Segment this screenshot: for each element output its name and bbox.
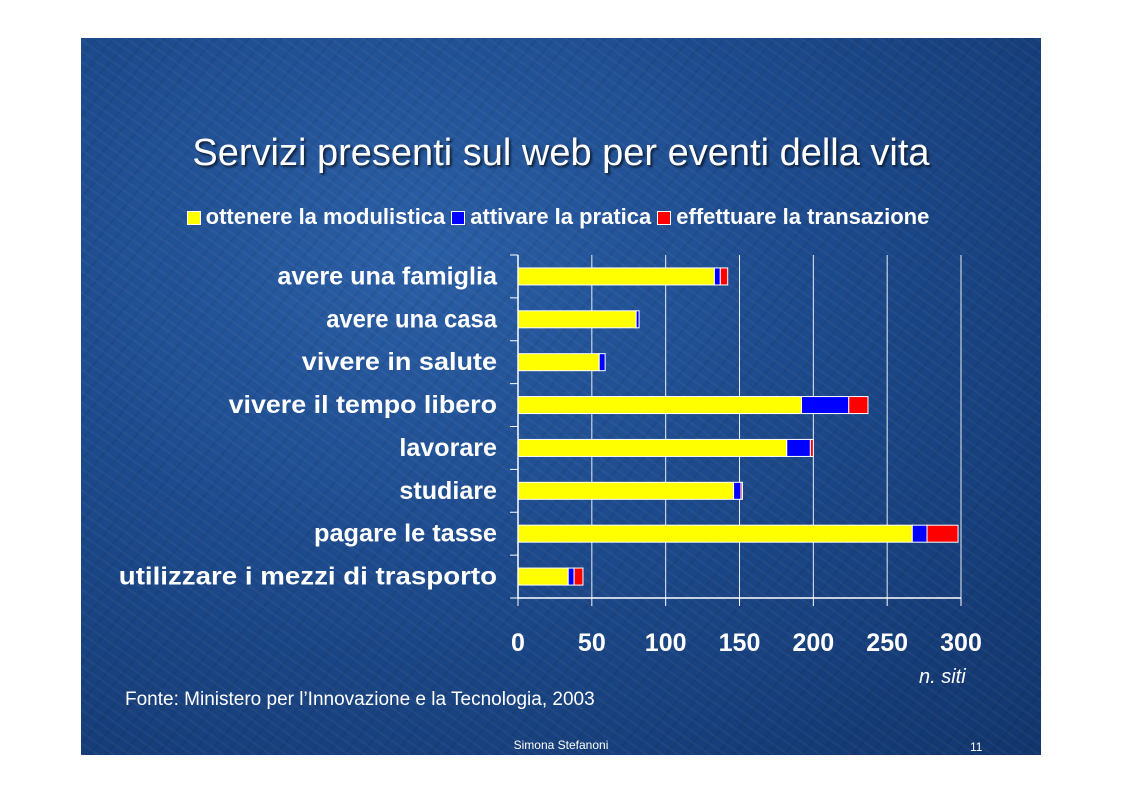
bar-segment [517,267,715,286]
bar-segment [740,481,743,500]
chart-legend: ottenere la modulistica attivare la prati… [81,204,1041,230]
legend-swatch [451,211,466,225]
category-label: vivere il tempo libero [229,391,497,419]
page-number: 11 [970,740,983,754]
x-tick-label: 150 [719,629,761,657]
stacked-bar-chart: avere una famiglia avere una casa vivere i… [119,254,982,657]
bar-segment [801,396,850,415]
bar-segment [635,310,640,329]
bar-segment [517,481,735,500]
slide: Servizi presenti sul web per eventi dell… [81,38,1041,755]
bar-segment [517,396,803,415]
x-tick-label: 100 [645,629,687,657]
bar-segment [517,567,569,586]
x-axis-unit-label: n. siti [919,666,966,688]
bar-segment [567,567,575,586]
legend-entry: effettuare la transazione [657,204,929,230]
x-tick-label: 300 [940,629,982,657]
category-label: lavorare [399,434,497,462]
bar-segment [926,524,959,543]
bar-segment [573,567,584,586]
bar-segment [719,267,729,286]
bar-segment [786,438,811,457]
category-label: studiare [399,477,497,505]
x-tick-label: 50 [578,629,606,657]
bar-segment [517,438,788,457]
legend-swatch [657,211,672,225]
bar-segment [517,310,637,329]
legend-label: ottenere la modulistica [205,204,446,229]
bar-segment [598,353,606,372]
category-label: vivere in salute [302,348,497,376]
x-tick-label: 0 [511,629,525,657]
bar-segment [848,396,869,415]
bar-segment [517,524,913,543]
x-tick-label: 250 [866,629,908,657]
footer-author: Simona Stefanoni [513,738,609,752]
bar-segment [713,267,721,286]
legend-entry: attivare la pratica [451,204,651,230]
bar-segment [733,481,742,500]
x-tick-label: 200 [792,629,834,657]
bar-segment [517,353,600,372]
category-label: pagare le tasse [314,520,497,548]
legend-label: attivare la pratica [470,204,652,229]
category-label: avere una famiglia [277,262,498,290]
slide-title: Servizi presenti sul web per eventi dell… [192,132,930,174]
category-label: utilizzare i mezzi di trasporto [119,563,497,591]
bar-segment [911,524,928,543]
legend-entry: ottenere la modulistica [186,204,446,230]
source-note: Fonte: Ministero per l’Innovazione e la … [125,689,595,710]
category-label: avere una casa [326,305,498,333]
legend-swatch [186,211,201,225]
bar-segment [809,438,814,457]
legend-label: effettuare la transazione [676,204,930,229]
